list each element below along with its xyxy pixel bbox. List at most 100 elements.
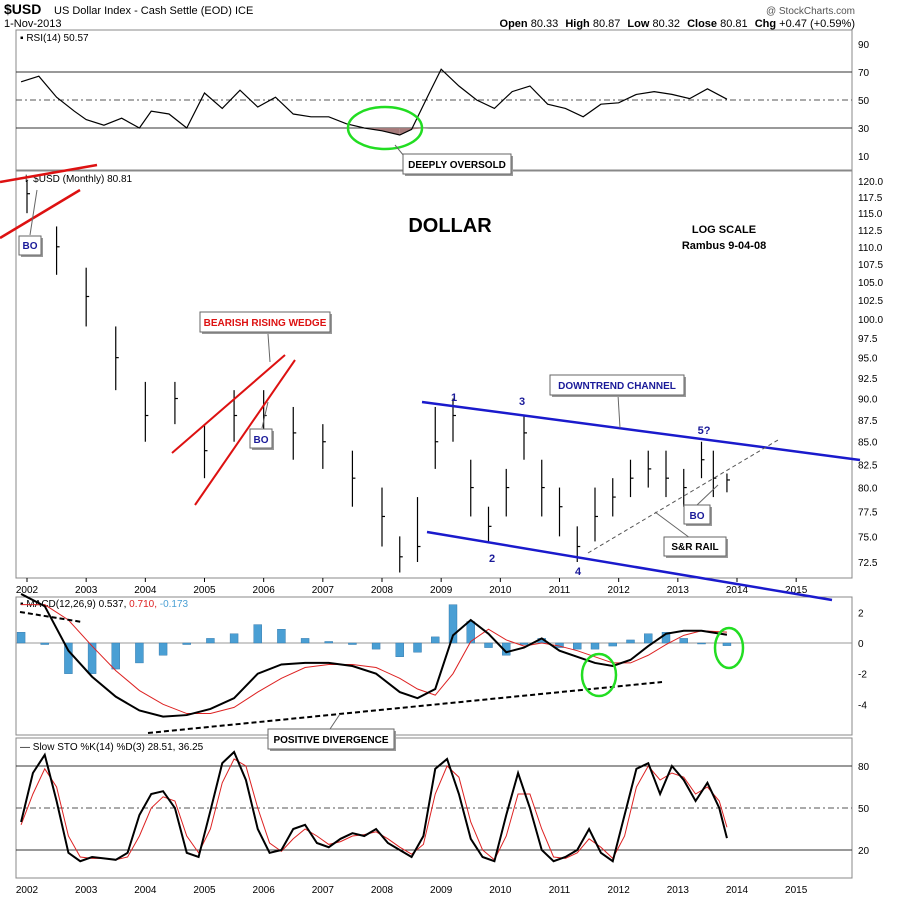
macd-histogram-bar bbox=[679, 638, 688, 644]
symbol-title: $USD bbox=[4, 1, 41, 17]
ohlc-line: Open 80.33 High 80.87 Low 80.32 Close 80… bbox=[500, 18, 855, 30]
macd-histogram-bar bbox=[229, 633, 239, 644]
macd-histogram-bar bbox=[371, 642, 381, 650]
macd-histogram-bar bbox=[466, 621, 475, 644]
price-x-tick-label: 2014 bbox=[726, 585, 749, 596]
watermark: @ StockCharts.com bbox=[766, 6, 855, 17]
macd-histogram-bar bbox=[644, 633, 653, 644]
price-x-tick-label: 2004 bbox=[134, 585, 157, 596]
macd-histogram-bar bbox=[590, 642, 600, 650]
macd-low-circle bbox=[580, 652, 618, 698]
price-tick-label: 120.0 bbox=[858, 177, 883, 188]
macd-histogram-bar bbox=[395, 642, 404, 658]
macd-histogram-bar bbox=[40, 642, 49, 645]
wave-label-3: 3 bbox=[519, 396, 525, 408]
deeply-oversold-callout: DEEPLY OVERSOLD bbox=[394, 144, 513, 176]
macd-tick-label: 2 bbox=[858, 608, 864, 619]
price-x-tick-label: 2008 bbox=[371, 585, 394, 596]
rsi-tick-label: 10 bbox=[858, 152, 870, 163]
macd-histogram-bar bbox=[182, 642, 191, 645]
sto-x-tick-label: 2015 bbox=[785, 885, 808, 896]
macd-tick-label: 0 bbox=[858, 639, 864, 650]
price-tick-label: 100.0 bbox=[858, 315, 883, 326]
svg-text:BO: BO bbox=[23, 241, 38, 252]
price-x-tick-label: 2002 bbox=[16, 585, 39, 596]
sto-panel-title: — Slow STO %K(14) %D(3) 28.51, 36.25 bbox=[20, 742, 204, 753]
sr-rail-line bbox=[587, 439, 779, 554]
price-tick-label: 102.5 bbox=[858, 296, 883, 307]
macd-histogram-bar bbox=[87, 642, 97, 674]
macd-histogram-bar bbox=[16, 632, 26, 644]
price-tick-label: 112.5 bbox=[858, 226, 883, 237]
macd-histogram-bar bbox=[206, 638, 215, 644]
svg-text:DEEPLY OVERSOLD: DEEPLY OVERSOLD bbox=[408, 160, 506, 171]
macd-line bbox=[20, 593, 728, 718]
price-x-tick-label: 2013 bbox=[667, 585, 690, 596]
oversold-circle bbox=[346, 105, 424, 151]
rsi-line bbox=[20, 68, 728, 136]
wave-label-1: 1 bbox=[451, 392, 457, 404]
macd-downtrend-line bbox=[19, 611, 83, 623]
sto-tick-label: 80 bbox=[858, 762, 870, 773]
macd-histogram-bar bbox=[519, 642, 529, 645]
wave-label-2: 2 bbox=[489, 553, 495, 565]
price-tick-label: 105.0 bbox=[858, 278, 883, 289]
price-tick-label: 90.0 bbox=[858, 395, 878, 406]
price-x-tick-label: 2010 bbox=[489, 585, 512, 596]
sto-tick-label: 50 bbox=[858, 804, 870, 815]
rsi-tick-label: 70 bbox=[858, 68, 870, 79]
bo-callout-middle: BO bbox=[249, 401, 274, 450]
price-tick-label: 87.5 bbox=[858, 416, 878, 427]
price-x-tick-label: 2003 bbox=[75, 585, 98, 596]
sto-x-tick-label: 2004 bbox=[134, 885, 157, 896]
price-tick-label: 77.5 bbox=[858, 508, 878, 519]
price-tick-label: 107.5 bbox=[858, 260, 883, 271]
channel-lower-line bbox=[426, 530, 833, 602]
price-x-tick-label: 2007 bbox=[312, 585, 335, 596]
price-x-tick-label: 2015 bbox=[785, 585, 808, 596]
top-left-red-trendline-lower bbox=[0, 188, 81, 240]
macd-histogram-bar bbox=[158, 642, 168, 656]
price-tick-label: 115.0 bbox=[858, 209, 883, 220]
rsi-layer: 10 30 50 70 90 bbox=[16, 40, 870, 163]
macd-histogram-bar bbox=[348, 642, 357, 645]
macd-histogram-bar bbox=[277, 629, 286, 644]
macd-histogram-bar bbox=[111, 642, 120, 670]
wedge-upper-line bbox=[171, 354, 286, 454]
price-tick-label: 92.5 bbox=[858, 374, 878, 385]
rsi-panel-title: ▪ RSI(14) 50.57 bbox=[20, 33, 89, 44]
positive-divergence-callout: POSITIVE DIVERGENCE bbox=[267, 713, 396, 751]
svg-text:BEARISH RISING WEDGE: BEARISH RISING WEDGE bbox=[204, 318, 327, 329]
price-tick-label: 75.0 bbox=[858, 532, 878, 543]
rsi-oversold-fill bbox=[411, 128, 430, 130]
price-panel-title: ⇂ $USD (Monthly) 80.81 bbox=[22, 174, 133, 185]
author-label: Rambus 9-04-08 bbox=[682, 240, 766, 252]
sto-x-tick-label: 2012 bbox=[608, 885, 631, 896]
price-x-tick-label: 2005 bbox=[193, 585, 216, 596]
wave-label-5: 5? bbox=[698, 425, 711, 437]
dollar-title: DOLLAR bbox=[408, 215, 492, 237]
svg-text:S&R RAIL: S&R RAIL bbox=[671, 542, 718, 553]
price-tick-label: 95.0 bbox=[858, 354, 878, 365]
price-x-tick-label: 2011 bbox=[549, 585, 571, 596]
macd-histogram-bar bbox=[484, 642, 493, 648]
positive-divergence-line bbox=[147, 681, 663, 734]
downtrend-channel-callout: DOWNTREND CHANNEL bbox=[549, 374, 686, 429]
bo-callout-left: BO bbox=[18, 189, 43, 257]
sto-x-tick-label: 2010 bbox=[489, 885, 512, 896]
price-layer: 72.5 75.0 77.5 80.0 82.5 85.0 87.5 90.0 92.5 95.0… bbox=[16, 177, 884, 596]
macd-tick-label: -4 bbox=[858, 700, 867, 711]
sto-x-tick-label: 2011 bbox=[549, 885, 571, 896]
price-x-tick-label: 2009 bbox=[430, 585, 453, 596]
bearish-wedge-callout: BEARISH RISING WEDGE bbox=[199, 311, 332, 363]
rsi-tick-label: 50 bbox=[858, 96, 870, 107]
macd-histogram-bar bbox=[300, 638, 310, 644]
top-left-red-trendline-upper bbox=[0, 163, 98, 184]
macd-histogram-bar bbox=[626, 639, 635, 644]
sto-x-tick-label: 2009 bbox=[430, 885, 453, 896]
sr-rail-callout: S&R RAIL bbox=[654, 511, 728, 558]
sto-x-tick-label: 2005 bbox=[193, 885, 216, 896]
bo-callout-right: BO bbox=[683, 484, 719, 526]
macd-histogram-bar bbox=[608, 642, 617, 647]
